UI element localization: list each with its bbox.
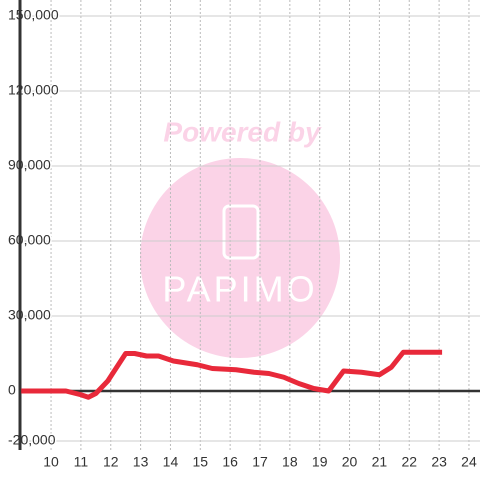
y-tick-label: -20,000 [8,432,56,448]
x-tick-label: 12 [103,454,119,470]
y-tick-label: 120,000 [8,82,59,98]
x-tick-label: 19 [312,454,328,470]
x-tick-label: 21 [372,454,388,470]
x-tick-label: 10 [43,454,59,470]
watermark-text: Powered by [163,116,322,147]
x-tick-label: 24 [461,454,477,470]
x-tick-label: 20 [342,454,358,470]
x-tick-label: 15 [193,454,209,470]
data-line [21,349,443,400]
x-tick-label: 23 [431,454,447,470]
y-tick-label: 30,000 [8,307,51,323]
x-tick-label: 22 [401,454,417,470]
watermark-phone [222,204,260,260]
x-tick-label: 16 [222,454,238,470]
y-tick-label: 90,000 [8,157,51,173]
y-tick-label: 60,000 [8,232,51,248]
x-tick-label: 18 [282,454,298,470]
x-tick-label: 13 [133,454,149,470]
x-tick-label: 11 [74,454,89,470]
watermark-logo: PAPIMO [162,269,317,310]
x-tick-label: 17 [252,454,268,470]
y-tick-label: 150,000 [8,7,59,23]
y-tick-label: 0 [8,382,16,398]
x-tick-label: 14 [163,454,179,470]
